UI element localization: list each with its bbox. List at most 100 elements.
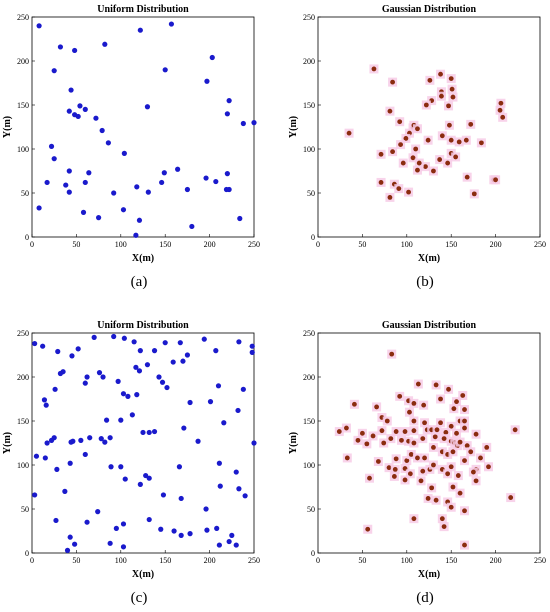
data-point (396, 186, 402, 192)
x-tick-label: 50 (72, 240, 80, 249)
data-point (460, 393, 466, 398)
data-point (415, 455, 420, 461)
data-point (360, 430, 365, 436)
data-point (162, 67, 168, 73)
data-point (100, 374, 106, 380)
data-point (136, 217, 143, 223)
data-point (91, 334, 97, 340)
data-point (75, 346, 81, 352)
data-point (44, 440, 50, 446)
data-point (121, 335, 127, 341)
data-point (235, 407, 241, 414)
data-point (175, 166, 181, 172)
data-point (433, 382, 439, 388)
y-tick-label: 100 (303, 145, 315, 154)
data-point (93, 115, 99, 121)
data-point (237, 215, 243, 222)
y-tick-label: 250 (303, 13, 315, 22)
data-point (184, 186, 190, 193)
data-point (86, 170, 92, 176)
data-point (207, 399, 214, 405)
data-point (457, 490, 463, 496)
chart-title: Uniform Distribution (97, 320, 189, 331)
panel-caption: (a) (131, 274, 148, 290)
data-point (381, 440, 387, 446)
data-point (146, 429, 152, 436)
data-point (420, 436, 426, 441)
data-point (407, 471, 413, 477)
data-point (344, 425, 349, 431)
data-point (242, 493, 248, 499)
data-point (438, 420, 443, 426)
data-point (371, 66, 377, 72)
x-tick-label: 250 (248, 556, 260, 565)
x-tick-label: 50 (358, 556, 366, 565)
chart-title: Uniform Distribution (97, 4, 189, 15)
y-tick-label: 50 (307, 505, 315, 514)
data-point (378, 151, 384, 157)
x-axis-label: X(m) (132, 253, 154, 264)
data-point (118, 464, 124, 470)
data-point (189, 223, 195, 230)
data-point (214, 525, 220, 531)
data-point (36, 23, 42, 29)
data-point (146, 475, 152, 481)
scatter-panel-b: Gaussian Distribution 0 50 100 150 200 250 0 50 1… (288, 4, 546, 290)
data-point (52, 386, 58, 392)
panel-caption: (c) (131, 590, 148, 606)
data-point (164, 384, 170, 391)
data-point (204, 527, 210, 533)
x-tick-label: 200 (204, 556, 216, 565)
data-point (140, 429, 146, 436)
data-point (151, 348, 158, 354)
x-tick-label: 0 (316, 240, 320, 249)
data-point (72, 541, 78, 547)
y-tick-label: 250 (303, 329, 315, 338)
x-tick-label: 250 (534, 556, 546, 565)
y-tick-label: 50 (21, 505, 29, 514)
data-point (418, 478, 424, 484)
data-point (67, 460, 73, 466)
data-point (80, 209, 87, 215)
y-tick-label: 150 (303, 101, 315, 110)
x-axis-label: X(m) (418, 253, 440, 264)
data-point (178, 532, 184, 539)
data-point (387, 108, 393, 114)
data-point (446, 103, 451, 109)
data-point (445, 471, 451, 477)
x-tick-label: 50 (358, 240, 366, 249)
data-point (468, 449, 474, 455)
data-point (415, 126, 420, 132)
x-tick-label: 150 (445, 240, 457, 249)
data-point (33, 453, 40, 459)
y-tick-label: 100 (17, 145, 29, 154)
data-point (236, 339, 242, 345)
data-point (216, 460, 222, 466)
data-point (156, 374, 162, 380)
data-point (67, 534, 73, 540)
x-tick-label: 50 (72, 556, 80, 565)
data-point (370, 433, 376, 439)
data-point (413, 146, 419, 152)
data-point (451, 406, 457, 412)
data-point (176, 464, 183, 470)
y-tick-label: 50 (307, 189, 315, 198)
data-point (411, 428, 417, 434)
data-point (443, 430, 449, 435)
y-axis-label: Y(m) (2, 432, 13, 454)
data-point (120, 544, 127, 550)
data-point (57, 44, 64, 50)
data-point (390, 79, 395, 85)
data-point (105, 140, 111, 146)
x-tick-label: 250 (534, 240, 546, 249)
data-point (448, 504, 454, 510)
data-point (224, 111, 230, 117)
data-point (72, 47, 78, 54)
data-point (134, 184, 140, 190)
data-point (217, 483, 223, 489)
data-point (420, 468, 426, 474)
y-tick-label: 0 (25, 233, 29, 242)
data-point (129, 412, 135, 418)
data-point (462, 542, 467, 548)
